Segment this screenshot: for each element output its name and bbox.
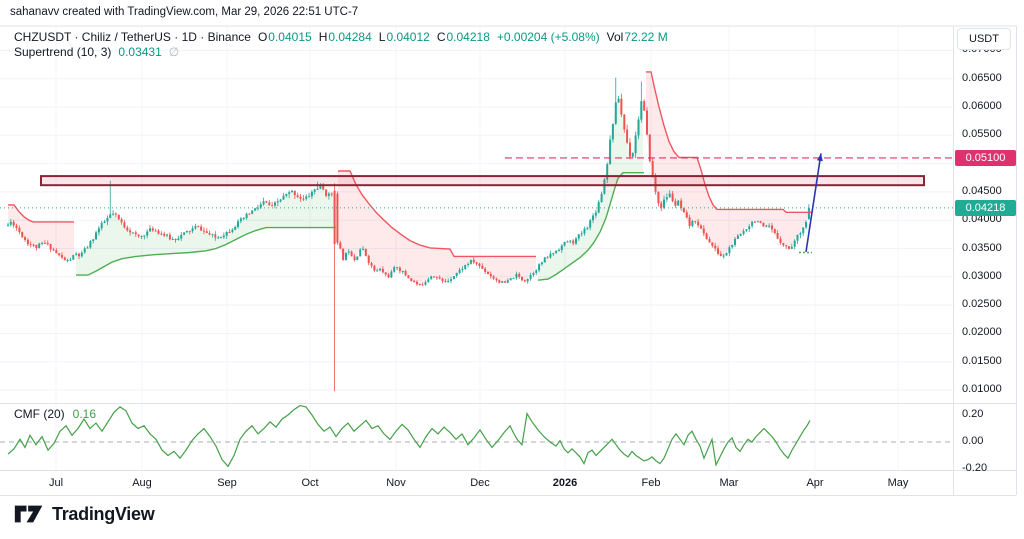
indicator-title: Supertrend (10, 3) [14,45,112,59]
price-axis-label[interactable]: 0.01500 [962,354,1002,367]
symbol-legend: CHZUSDT · Chiliz / TetherUS · 1D · Binan… [14,30,668,44]
time-axis-label[interactable]: May [887,477,909,489]
open-price: 0.04015 [268,30,312,44]
attribution-text: sahanavv created with TradingView.com, M… [10,6,359,18]
low-label: L [378,30,386,44]
cmf-axis-label[interactable]: 0.20 [962,408,984,420]
time-axis-label[interactable]: Apr [806,477,824,489]
close-price: 0.04218 [446,30,490,44]
volume-value: Vol 72.22 M [607,30,668,44]
price-axis-label[interactable]: 0.01000 [962,383,1002,395]
close-value: C 0.04218 [437,30,490,44]
cmf-title: CMF (20) [14,407,65,421]
time-axis-label[interactable]: Jul [48,477,64,489]
volume-amount: 72.22 M [624,30,668,44]
indicator-value: 0.03431 [118,45,162,59]
low-value: L 0.04012 [379,30,430,44]
high-price: 0.04284 [328,30,372,44]
time-axis-label[interactable]: Feb [641,477,661,489]
price-axis-label[interactable]: 0.04500 [962,184,1002,197]
close-label: C [436,30,446,44]
time-axis-label[interactable]: Sep [217,477,237,489]
open-value: O 0.04015 [258,30,312,44]
price-axis-label[interactable]: 0.04000 [962,213,1002,226]
cmf-value: 0.16 [72,407,97,421]
time-axis-label[interactable]: Nov [386,477,406,489]
target-price-badge: 0.05100 [955,149,1016,166]
cmf-axis-label[interactable]: -0.20 [962,462,988,474]
cmf-legend: CMF (20) 0.16 [14,407,96,421]
volume-label: Vol [606,30,624,44]
price-axis-label[interactable]: 0.02500 [962,298,1002,311]
tradingview-logo-icon [14,505,43,523]
low-price: 0.04012 [386,30,430,44]
change-value: +0.00204 (+5.08%) [496,30,600,44]
time-axis-label[interactable]: Oct [301,477,319,489]
time-axis-label[interactable]: Aug [132,477,152,489]
price-axis-label[interactable]: 0.03500 [962,241,1002,254]
tradingview-logo-text: TradingView [52,503,155,524]
time-axis-label[interactable]: Dec [470,477,490,489]
high-label: H [318,30,328,44]
price-axis-label[interactable]: 0.02000 [962,326,1002,339]
currency-toggle[interactable]: USDT [957,28,1011,50]
indicator-legend: Supertrend (10, 3) 0.03431 ∅ [14,45,179,59]
price-axis-label[interactable]: 0.06000 [962,100,1002,112]
time-axis-label[interactable]: Mar [719,477,739,489]
cmf-axis-label[interactable]: 0.00 [962,435,984,447]
symbol-title: CHZUSDT · Chiliz / TetherUS · 1D · Binan… [14,30,251,44]
high-value: H 0.04284 [319,30,372,44]
price-axis-label[interactable]: 0.03000 [962,269,1002,282]
price-axis-label[interactable]: 0.06500 [962,71,1002,84]
price-axis-label[interactable]: 0.05500 [962,128,1002,141]
open-label: O [257,30,268,44]
tradingview-logo[interactable]: TradingView [14,503,155,525]
time-axis-label[interactable]: 2026 [552,477,578,489]
indicator-hidden-icon[interactable]: ∅ [168,45,180,59]
current-price-badge: 0.04218 [955,199,1016,216]
